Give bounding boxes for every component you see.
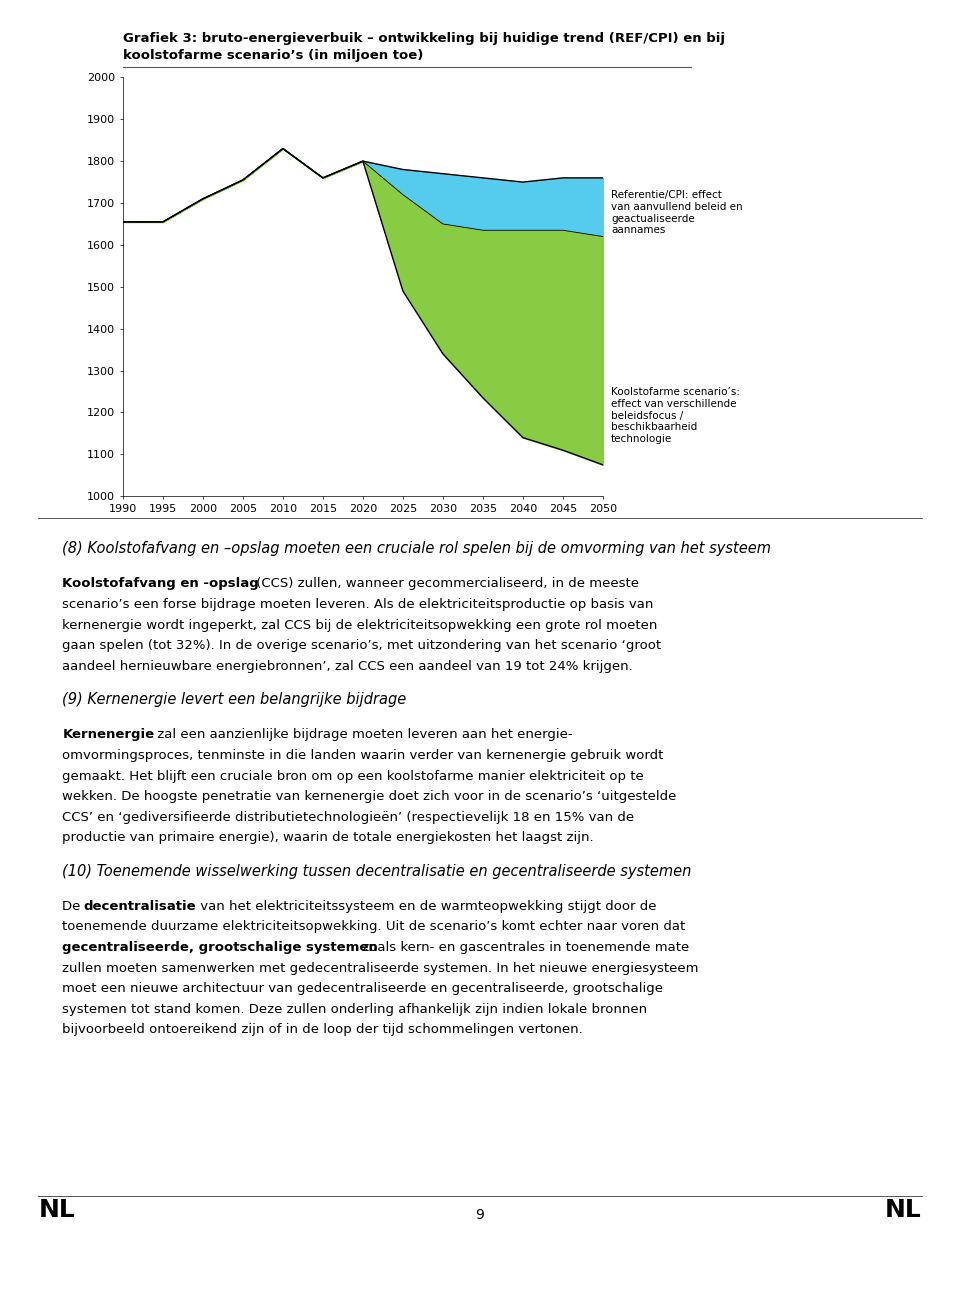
Text: (10) Toenemende wisselwerking tussen decentralisatie en gecentraliseerde systeme: (10) Toenemende wisselwerking tussen dec… xyxy=(62,864,692,879)
Text: Kernenergie: Kernenergie xyxy=(62,728,155,741)
Text: gemaakt. Het blijft een cruciale bron om op een koolstofarme manier elektricitei: gemaakt. Het blijft een cruciale bron om… xyxy=(62,770,644,782)
Text: Koolstofarme scenario’s:
effect van verschillende
beleidsfocus /
beschikbaarheid: Koolstofarme scenario’s: effect van vers… xyxy=(611,387,740,443)
Text: 9: 9 xyxy=(475,1208,485,1222)
Text: zal een aanzienlijke bijdrage moeten leveren aan het energie-: zal een aanzienlijke bijdrage moeten lev… xyxy=(153,728,572,741)
Text: bijvoorbeeld ontoereikend zijn of in de loop der tijd schommelingen vertonen.: bijvoorbeeld ontoereikend zijn of in de … xyxy=(62,1023,583,1036)
Text: van het elektriciteitssysteem en de warmteopwekking stijgt door de: van het elektriciteitssysteem en de warm… xyxy=(196,900,657,913)
Text: De: De xyxy=(62,900,85,913)
Text: (8) Koolstofafvang en –opslag moeten een cruciale rol spelen bij de omvorming va: (8) Koolstofafvang en –opslag moeten een… xyxy=(62,541,772,557)
Text: decentralisatie: decentralisatie xyxy=(84,900,196,913)
Text: omvormingsproces, tenminste in die landen waarin verder van kernenergie gebruik : omvormingsproces, tenminste in die lande… xyxy=(62,749,663,762)
Text: NL: NL xyxy=(38,1197,75,1222)
Text: CCS’ en ‘gediversifieerde distributietechnologieën’ (respectievelijk 18 en 15% v: CCS’ en ‘gediversifieerde distributietec… xyxy=(62,811,635,824)
Text: productie van primaire energie), waarin de totale energiekosten het laagst zijn.: productie van primaire energie), waarin … xyxy=(62,831,594,844)
Text: (CCS) zullen, wanneer gecommercialiseerd, in de meeste: (CCS) zullen, wanneer gecommercialiseerd… xyxy=(252,577,639,590)
Text: aandeel hernieuwbare energiebronnen’, zal CCS een aandeel van 19 tot 24% krijgen: aandeel hernieuwbare energiebronnen’, za… xyxy=(62,660,634,673)
Text: NL: NL xyxy=(885,1197,922,1222)
Text: Koolstofafvang en -opslag: Koolstofafvang en -opslag xyxy=(62,577,259,590)
Text: gecentraliseerde, grootschalige systemen: gecentraliseerde, grootschalige systemen xyxy=(62,941,378,954)
Text: scenario’s een forse bijdrage moeten leveren. Als de elektriciteitsproductie op : scenario’s een forse bijdrage moeten lev… xyxy=(62,598,654,611)
Text: (9) Kernenergie levert een belangrijke bijdrage: (9) Kernenergie levert een belangrijke b… xyxy=(62,692,407,708)
Text: zoals kern- en gascentrales in toenemende mate: zoals kern- en gascentrales in toenemend… xyxy=(358,941,689,954)
Text: Referentie/CPI: effect
van aanvullend beleid en
geactualiseerde
aannames: Referentie/CPI: effect van aanvullend be… xyxy=(611,191,742,236)
Text: zullen moeten samenwerken met gedecentraliseerde systemen. In het nieuwe energie: zullen moeten samenwerken met gedecentra… xyxy=(62,962,699,974)
Text: Grafiek 3: bruto-energieverbuik – ontwikkeling bij huidige trend (REF/CPI) en bi: Grafiek 3: bruto-energieverbuik – ontwik… xyxy=(123,32,725,62)
Text: gaan spelen (tot 32%). In de overige scenario’s, met uitzondering van het scenar: gaan spelen (tot 32%). In de overige sce… xyxy=(62,639,661,652)
Text: toenemende duurzame elektriciteitsopwekking. Uit de scenario’s komt echter naar : toenemende duurzame elektriciteitsopwekk… xyxy=(62,920,685,933)
Text: moet een nieuwe architectuur van gedecentraliseerde en gecentraliseerde, grootsc: moet een nieuwe architectuur van gedecen… xyxy=(62,982,663,995)
Text: systemen tot stand komen. Deze zullen onderling afhankelijk zijn indien lokale b: systemen tot stand komen. Deze zullen on… xyxy=(62,1003,648,1016)
Text: kernenergie wordt ingeperkt, zal CCS bij de elektriciteitsopwekking een grote ro: kernenergie wordt ingeperkt, zal CCS bij… xyxy=(62,619,658,632)
Text: wekken. De hoogste penetratie van kernenergie doet zich voor in de scenario’s ‘u: wekken. De hoogste penetratie van kernen… xyxy=(62,790,677,803)
